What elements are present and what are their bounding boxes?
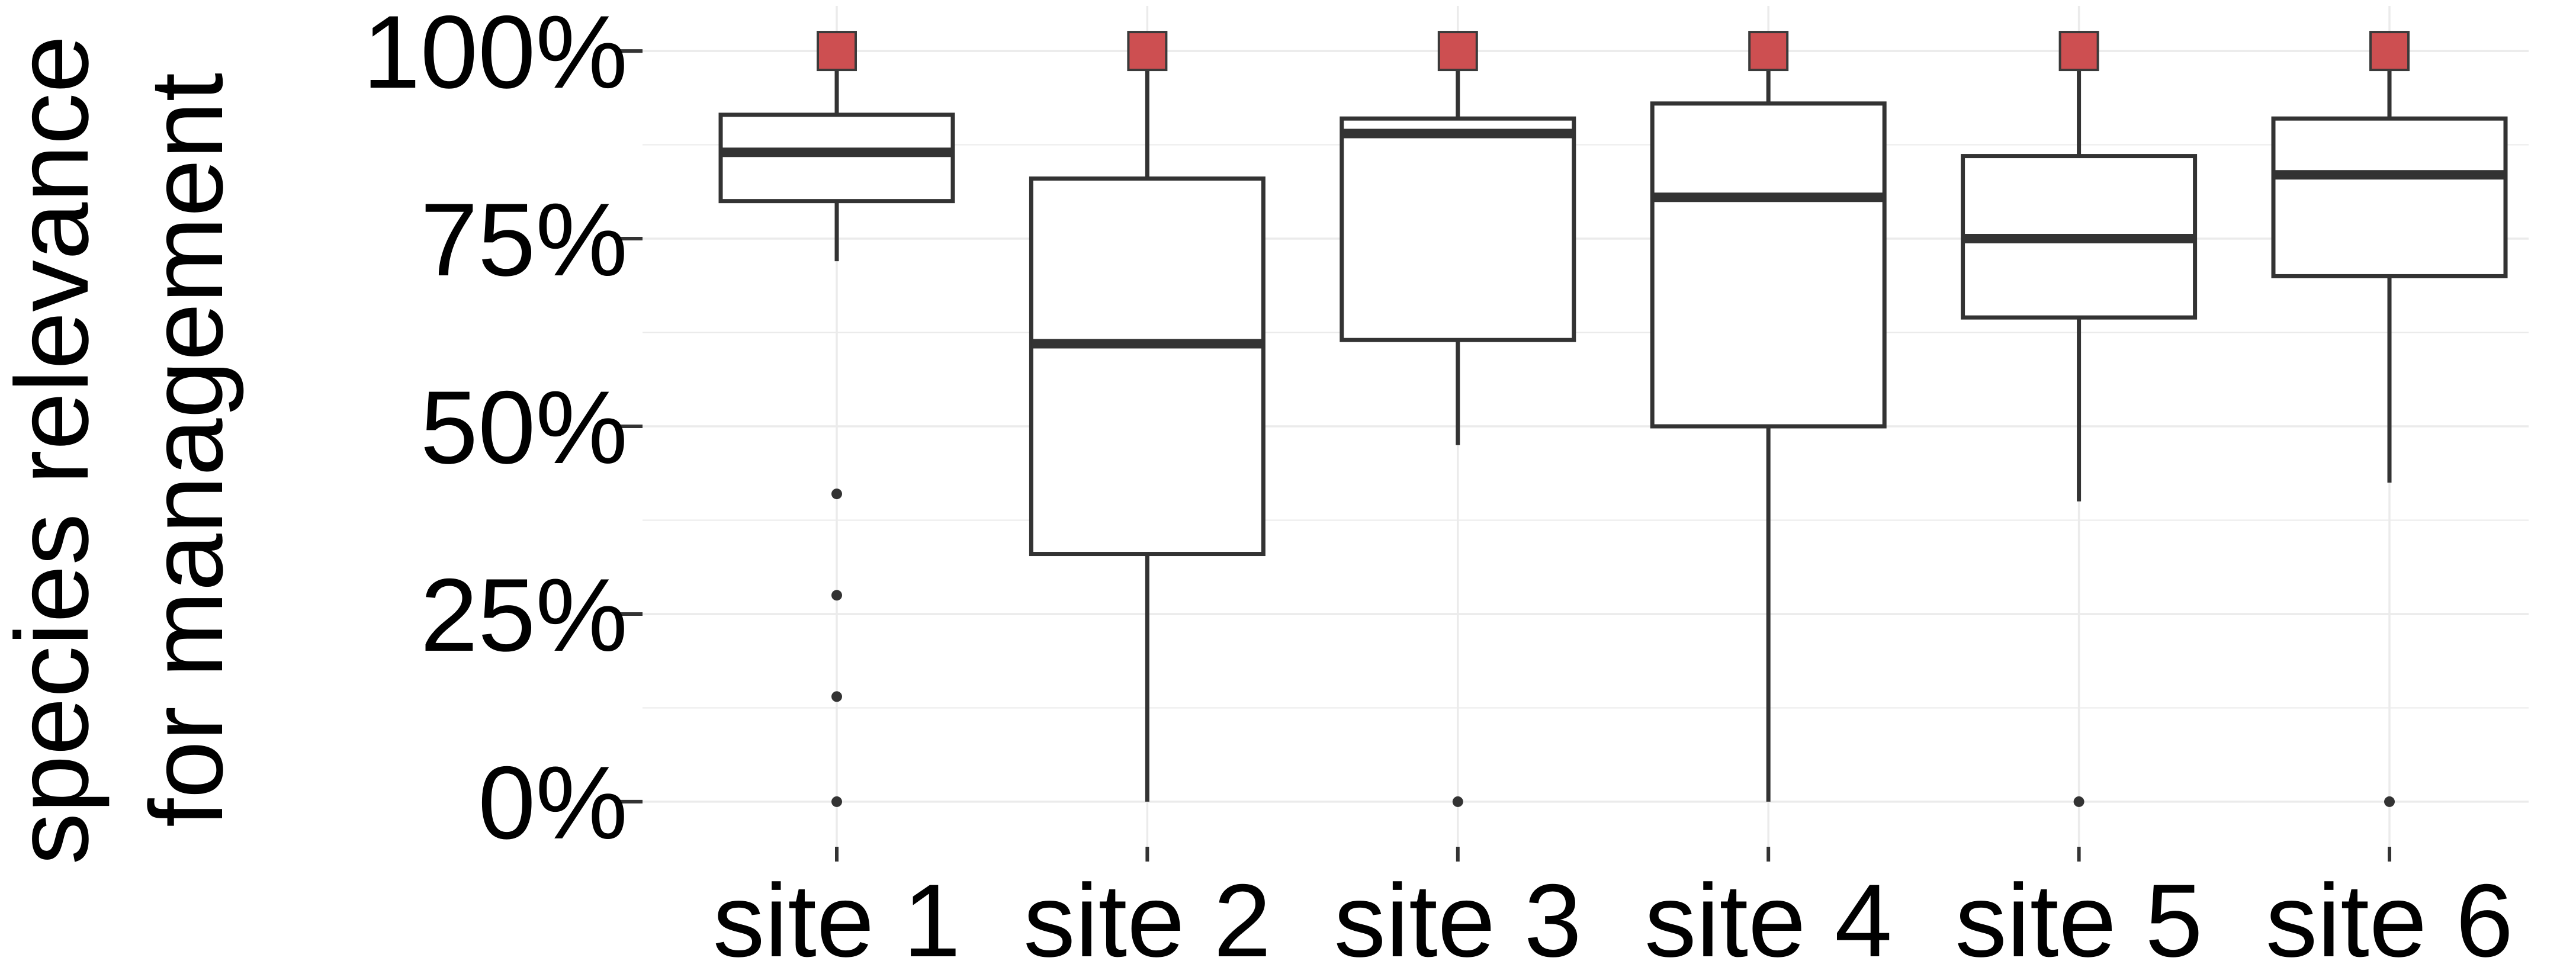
- x-tick-label: site 1: [713, 863, 961, 977]
- box-iqr: [2271, 116, 2508, 278]
- outlier-point: [831, 796, 842, 807]
- x-tick-label: site 6: [2266, 863, 2513, 977]
- outlier-point: [831, 590, 842, 601]
- outlier-point: [1452, 796, 1463, 807]
- y-axis-title-line-2: for management: [129, 73, 245, 827]
- box-2: [1029, 51, 1265, 802]
- x-tick-label: site 4: [1644, 863, 1892, 977]
- box-3: [1340, 51, 1576, 807]
- marker-square: [2369, 31, 2410, 72]
- outlier-point: [2073, 796, 2084, 807]
- box-1: [718, 51, 955, 807]
- box-6: [2271, 51, 2508, 807]
- x-tick-label: site 2: [1023, 863, 1271, 977]
- box-iqr: [718, 113, 955, 204]
- y-tick-label: 0%: [478, 745, 628, 861]
- box-series: [718, 51, 2508, 807]
- y-tick-label: 25%: [420, 558, 628, 673]
- y-tick-label: 100%: [362, 0, 628, 110]
- x-axis: site 1 site 2 site 3 site 4 site 5 site 6: [713, 847, 2513, 977]
- marker-series: [817, 31, 2410, 72]
- outlier-point: [831, 691, 842, 702]
- box-iqr: [1340, 116, 1576, 342]
- y-tick-label: 50%: [420, 370, 628, 486]
- outlier-point: [2384, 796, 2395, 807]
- marker-square: [817, 31, 857, 72]
- x-tick-label: site 5: [1955, 863, 2202, 977]
- y-axis-title: species relevance for management: [0, 36, 245, 865]
- box-4: [1650, 51, 1887, 802]
- y-tick-label: 75%: [420, 182, 628, 298]
- marker-square: [1437, 31, 1478, 72]
- marker-square: [1748, 31, 1789, 72]
- box-iqr: [1650, 101, 1887, 429]
- marker-square: [1127, 31, 1168, 72]
- box-iqr: [1029, 176, 1265, 557]
- outlier-point: [831, 489, 842, 500]
- marker-square: [2058, 31, 2099, 72]
- x-tick-label: site 3: [1334, 863, 1582, 977]
- box-5: [1961, 51, 2198, 807]
- y-axis: 0% 25% 50% 75% 100%: [362, 0, 643, 861]
- y-axis-title-line-1: species relevance: [0, 36, 110, 865]
